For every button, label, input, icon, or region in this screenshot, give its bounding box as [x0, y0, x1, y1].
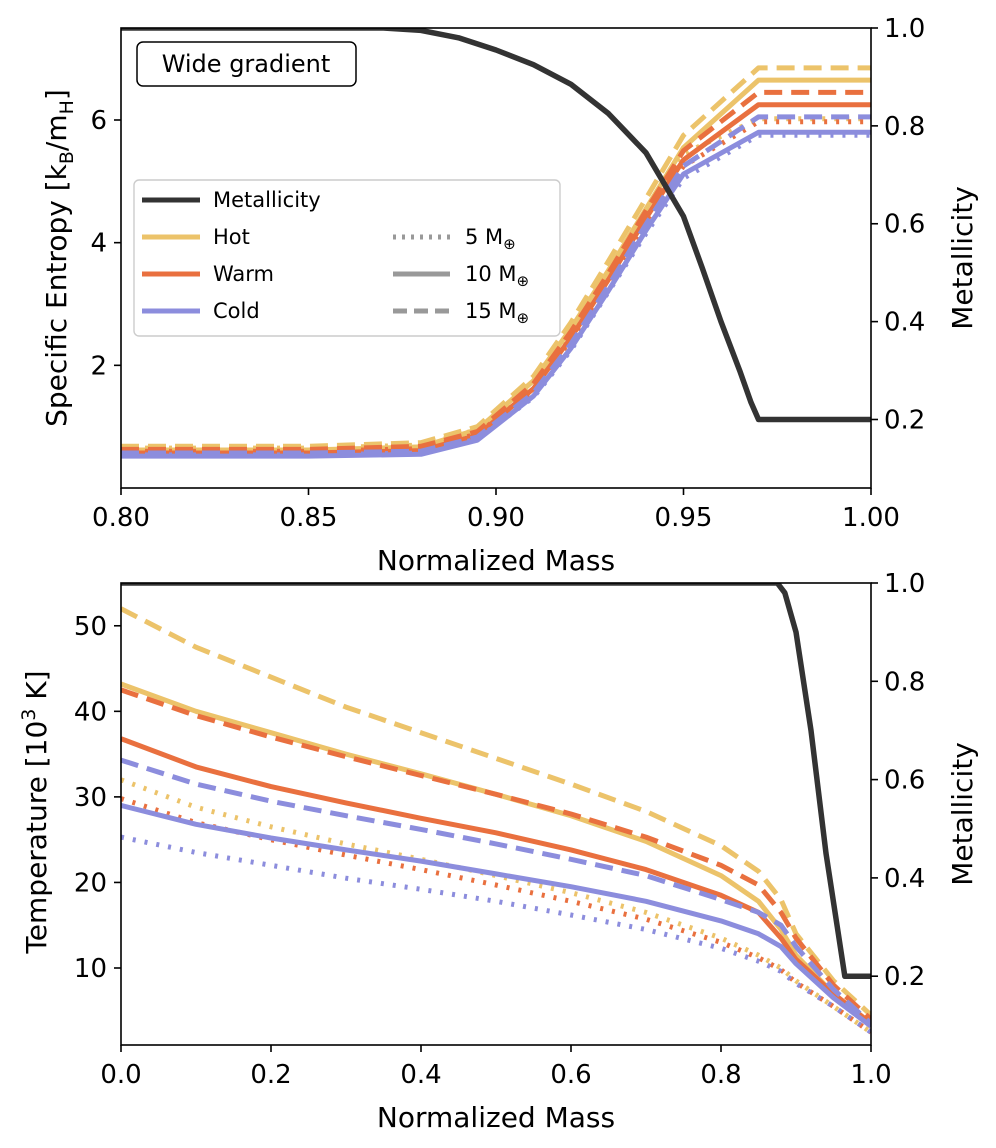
y2-tick-label: 0.2 — [884, 405, 925, 435]
y-tick-label: 6 — [90, 106, 107, 136]
y-tick-label: 10 — [74, 954, 107, 984]
y-tick-label: 20 — [74, 868, 107, 898]
x-tick-label: 0.0 — [100, 1060, 141, 1090]
x-tick-label: 1.0 — [850, 1060, 891, 1090]
y2-tick-label: 1.0 — [884, 569, 925, 599]
entropy-y-axis-label: Specific Entropy [kB/mH] — [40, 89, 78, 427]
entropy-x-axis-label: Normalized Mass — [377, 544, 615, 577]
series-warm-10m — [121, 736, 871, 1026]
y2-tick-label: 1.0 — [884, 14, 925, 44]
x-tick-label: 0.8 — [700, 1060, 741, 1090]
series-cold-10m — [121, 802, 871, 1029]
x-tick-label: 0.4 — [400, 1060, 441, 1090]
temperature-x-axis-label: Normalized Mass — [377, 1101, 615, 1134]
y-tick-label: 40 — [74, 697, 107, 727]
x-tick-label: 1.00 — [842, 503, 900, 533]
y-tick-label: 50 — [74, 612, 107, 642]
temperature-panel: 0.0 0.2 0.4 0.6 0.8 1.0 10 20 30 40 50 0.2 0.4 0.6 0… — [18, 569, 979, 1134]
entropy-panel: 0.80 0.85 0.90 0.95 1.00 2 4 6 0.2 0.4 0.6 0.8 1.0… — [40, 14, 979, 577]
y2-tick-label: 0.2 — [884, 962, 925, 992]
x-tick-label: 0.90 — [467, 503, 525, 533]
legend-label-hot: Hot — [213, 225, 250, 249]
legend-label-metallicity: Metallicity — [213, 188, 321, 212]
y-tick-label: 4 — [90, 229, 107, 259]
series-warm-15m — [121, 687, 871, 1022]
y2-tick-label: 0.8 — [884, 667, 925, 697]
series-hot-15m — [121, 606, 871, 1017]
legend-label-5m: 5 M⊕ — [465, 225, 516, 253]
y2-tick-label: 0.8 — [884, 112, 925, 142]
annotation-box — [136, 41, 357, 87]
x-tick-label: 0.2 — [250, 1060, 291, 1090]
y2-tick-label: 0.4 — [884, 864, 925, 894]
x-tick-label: 0.6 — [550, 1060, 591, 1090]
series-cold-15m — [121, 757, 871, 1026]
annotation-text: Wide gradient — [162, 50, 331, 78]
temperature-y2-axis-label: Metallicity — [946, 742, 979, 886]
series-warm-15m — [121, 89, 871, 452]
legend-label-warm: Warm — [213, 262, 274, 286]
series-cold-10m — [121, 129, 871, 459]
temperature-plot-frame — [120, 582, 872, 1046]
y2-tick-label: 0.4 — [884, 308, 925, 338]
x-tick-label: 0.80 — [92, 503, 150, 533]
y2-tick-label: 0.6 — [884, 766, 925, 796]
metallicity-line — [121, 28, 871, 423]
legend: Metallicity Hot Warm Cold 5 M⊕ 10 M⊕ 15 … — [133, 179, 561, 337]
series-hot-5m — [121, 777, 871, 1035]
series-hot-15m — [121, 65, 871, 449]
entropy-y2-axis-label: Metallicity — [946, 186, 979, 330]
series-cold-5m — [121, 834, 871, 1035]
legend-label-cold: Cold — [213, 299, 260, 323]
metallicity-line — [121, 583, 871, 979]
y-tick-label: 2 — [90, 351, 107, 381]
legend-label-10m: 10 M⊕ — [465, 262, 529, 290]
x-tick-label: 0.85 — [280, 503, 338, 533]
legend-frame — [133, 179, 561, 337]
series-hot-10m — [121, 681, 871, 1026]
y2-tick-label: 0.6 — [884, 210, 925, 240]
legend-label-15m: 15 M⊕ — [465, 299, 529, 327]
y-tick-label: 30 — [74, 783, 107, 813]
temperature-y-axis-label: Temperature [103 K] — [18, 670, 53, 954]
x-tick-label: 0.95 — [655, 503, 713, 533]
series-cold-15m — [121, 114, 871, 456]
series-cold-5m — [121, 132, 871, 458]
